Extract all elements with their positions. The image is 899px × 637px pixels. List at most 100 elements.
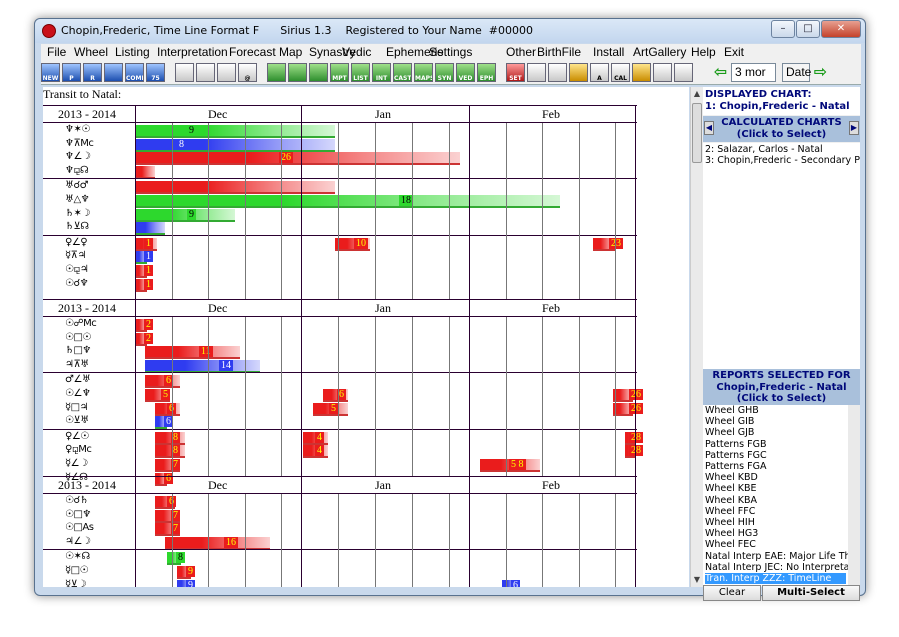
transit-bar[interactable]: 10 [335, 237, 370, 249]
menu-ephemeris[interactable]: Ephemeris [386, 45, 444, 59]
menu-exit[interactable]: Exit [724, 45, 745, 59]
transit-bar[interactable]: 23 [593, 237, 623, 249]
natal-search-icon[interactable] [548, 63, 567, 82]
transit-bar[interactable]: 2 [135, 332, 153, 344]
report-item[interactable]: Patterns FGB [705, 438, 767, 450]
transit-bar[interactable]: 6 [145, 375, 180, 387]
help-icon[interactable] [569, 63, 588, 82]
reports-scrollbar[interactable] [848, 405, 860, 585]
transit-bar[interactable]: 7 [155, 459, 180, 470]
transit-bar[interactable]: 1 [135, 237, 157, 249]
transit-bar[interactable]: 8 [155, 445, 185, 457]
save-icon[interactable] [196, 63, 215, 82]
transit-bar[interactable]: 1 [135, 278, 153, 290]
menu-interpretation[interactable]: Interpretation [157, 45, 228, 59]
minimize-button[interactable]: – [771, 20, 795, 38]
report-item[interactable]: Wheel FFC [705, 505, 756, 517]
calendar-icon[interactable]: CAL [611, 63, 630, 82]
maximize-button[interactable]: □ [796, 20, 820, 38]
calc-item[interactable]: 3: Chopin,Frederic - Secondary Progr [705, 155, 860, 166]
cosmo-icon[interactable] [632, 63, 651, 82]
transit-bar[interactable]: 9 [135, 208, 235, 220]
multi-window-icon[interactable] [175, 63, 194, 82]
transit-bar[interactable] [135, 222, 165, 234]
vedic-icon[interactable]: VED [456, 63, 475, 82]
report-item[interactable]: Wheel KBA [705, 494, 758, 506]
transit-bar[interactable]: 5 8 [480, 459, 540, 470]
transit-bar[interactable] [135, 165, 155, 177]
report-item[interactable]: Wheel KBE [705, 483, 757, 495]
clear-button[interactable]: Clear [703, 585, 761, 601]
astro-a-icon[interactable]: A [590, 63, 609, 82]
transit-bar[interactable]: 28 [625, 445, 643, 457]
comp-icon[interactable]: COMP [125, 63, 144, 82]
transit-bar[interactable]: 14 [145, 359, 260, 371]
calc-item[interactable]: 2: Salazar, Carlos - Natal [705, 144, 823, 155]
menu-wheel[interactable]: Wheel [74, 45, 109, 59]
report-item[interactable]: Wheel KBD [705, 472, 758, 484]
transit-bar[interactable]: 9 [177, 579, 195, 587]
transit-bar[interactable]: 9 [177, 566, 195, 577]
menu-vedic[interactable]: Vedic [342, 45, 372, 59]
transit-bar[interactable]: 26 [613, 389, 643, 400]
multi-select-button[interactable]: Multi-Select [762, 585, 860, 601]
title-bar[interactable]: Chopin,Frederic, Time Line Format F Siri… [35, 19, 865, 43]
settings-icon[interactable]: SET [506, 63, 525, 82]
right-arrow-icon[interactable]: ▶ [849, 121, 859, 135]
transit-bar[interactable]: 6 [323, 389, 348, 400]
transit-bar[interactable]: 8 [167, 552, 185, 564]
transits-icon[interactable] [104, 63, 123, 82]
ephem-icon[interactable]: EPH [477, 63, 496, 82]
transit-bar[interactable]: 5 [145, 389, 170, 400]
interp-icon[interactable]: INT [372, 63, 391, 82]
email-icon[interactable]: @ [238, 63, 257, 82]
transit-bar[interactable]: 26 [613, 402, 643, 414]
transit-bar[interactable]: 2 [135, 319, 153, 330]
transit-bar[interactable] [135, 181, 335, 193]
left-arrow-icon[interactable]: ◀ [704, 121, 714, 135]
report-item[interactable]: Wheel HG3 [705, 528, 759, 540]
menu-listing[interactable]: Listing [115, 45, 150, 59]
transit-bar[interactable]: 1 [135, 251, 153, 263]
report-item[interactable]: Wheel FEC [705, 539, 756, 551]
report-item[interactable]: Patterns FGA [705, 461, 767, 473]
report-item[interactable]: Wheel GJB [705, 427, 755, 439]
report-item[interactable]: Wheel GIB [705, 416, 755, 428]
close-button[interactable]: ✕ [821, 20, 861, 38]
report-item[interactable]: Wheel HIH [705, 517, 755, 529]
menu-birthfile[interactable]: BirthFile [537, 45, 582, 59]
transit-bar[interactable]: 6 [502, 579, 520, 587]
interval-select[interactable]: 3 mor [731, 63, 776, 82]
transit-bar[interactable]: 8 [155, 431, 185, 443]
transit-bar[interactable]: 6 [155, 416, 173, 428]
report-item[interactable]: Wheel GHB [705, 405, 759, 416]
transit-bar[interactable]: 4 [303, 445, 328, 457]
time-icon[interactable] [527, 63, 546, 82]
scroll-thumb[interactable] [692, 103, 702, 163]
transit-bar[interactable]: 11 [145, 346, 240, 358]
cast-icon[interactable]: CAST [393, 63, 412, 82]
menu-settings[interactable]: Settings [429, 45, 473, 59]
date-button[interactable]: Date [782, 63, 811, 82]
menu-synastry[interactable]: Synastry [309, 45, 356, 59]
prev-arrow-icon[interactable]: ⇦ [713, 62, 728, 81]
zoom-out-icon[interactable] [674, 63, 693, 82]
menu-help[interactable]: Help [691, 45, 716, 59]
scroll-down-icon[interactable]: ▼ [693, 575, 701, 584]
menu-other[interactable]: Other [506, 45, 537, 59]
scroll-up-icon[interactable]: ▲ [693, 89, 701, 98]
transit-bar[interactable]: 26 [135, 152, 460, 164]
menu-forecast[interactable]: Forecast [229, 45, 276, 59]
transit-bar[interactable]: 4 [303, 431, 328, 443]
transit-bar[interactable]: 8 [135, 138, 335, 150]
mpt-icon[interactable]: MPT [330, 63, 349, 82]
transit-bar[interactable]: 16 [165, 536, 270, 548]
transit-bar[interactable]: 1 [135, 265, 153, 276]
report-item[interactable]: Patterns FGC [705, 449, 767, 461]
transit-bar[interactable]: 9 [135, 125, 335, 136]
syn-icon[interactable]: SYN [435, 63, 454, 82]
menu-install[interactable]: Install [593, 45, 625, 59]
transit-bar[interactable]: 28 [625, 431, 643, 443]
report-item[interactable]: Natal Interp JEC: No Interpretatic [705, 561, 848, 573]
maps-icon[interactable]: MAPS [414, 63, 433, 82]
